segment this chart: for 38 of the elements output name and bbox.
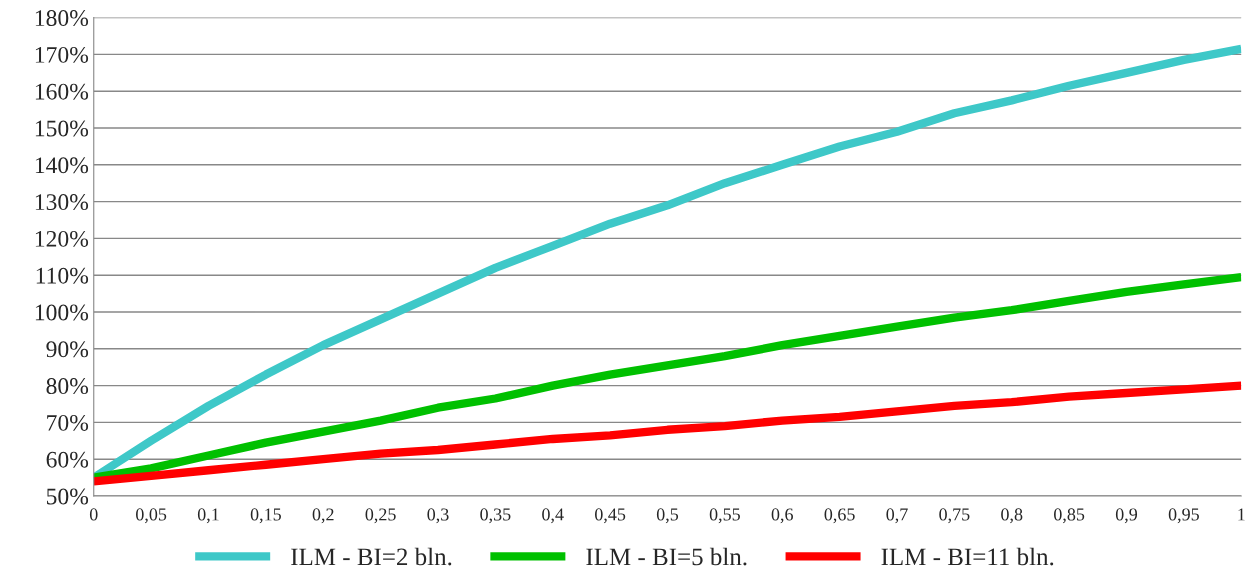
x-tick-label: 0,6 (771, 508, 793, 524)
y-tick-label: 160% (35, 83, 89, 100)
y-tick-label: 120% (35, 230, 89, 247)
x-tick-label: 0,75 (939, 508, 970, 524)
x-tick-label: 0,1 (197, 508, 219, 524)
y-tick-label: 60% (46, 451, 89, 468)
y-tick-label: 100% (35, 304, 89, 321)
x-tick-label: 0 (89, 508, 98, 521)
x-tick-label: 0,15 (250, 508, 281, 524)
legend-label: ILM - BI=11 bln. (881, 547, 1054, 566)
y-tick-label: 140% (35, 157, 89, 174)
x-tick-label: 0,3 (427, 508, 449, 524)
y-tick-label: 180% (35, 10, 89, 27)
x-tick-label: 0,9 (1115, 508, 1138, 524)
x-tick-label: 1 (1238, 508, 1245, 521)
x-tick-label: 0,55 (709, 508, 740, 524)
x-tick-label: 0,5 (656, 508, 679, 524)
x-tick-label: 0,85 (1054, 508, 1085, 524)
x-tick-label: 0,05 (136, 508, 167, 524)
y-tick-label: 50% (46, 488, 89, 505)
y-tick-label: 170% (35, 46, 89, 63)
x-tick-label: 0,8 (1001, 508, 1023, 524)
legend-label: ILM - BI=5 bln. (586, 547, 747, 566)
x-tick-label: 0,45 (595, 508, 626, 524)
y-tick-label: 80% (46, 378, 89, 395)
x-tick-label: 0,2 (312, 508, 334, 524)
y-tick-label: 150% (35, 120, 89, 137)
legend-label: ILM - BI=2 bln. (291, 547, 452, 566)
x-tick-label: 0,35 (480, 508, 511, 524)
y-tick-label: 130% (35, 194, 89, 211)
x-tick-label: 0,7 (886, 508, 908, 524)
y-tick-label: 70% (47, 414, 89, 431)
x-tick-label: 0,25 (365, 508, 396, 524)
y-tick-label: 90% (46, 341, 89, 358)
x-tick-label: 0,65 (824, 508, 855, 524)
x-tick-label: 0,95 (1168, 508, 1199, 524)
x-tick-label: 0,4 (542, 508, 564, 524)
y-tick-label: 110% (36, 267, 89, 284)
